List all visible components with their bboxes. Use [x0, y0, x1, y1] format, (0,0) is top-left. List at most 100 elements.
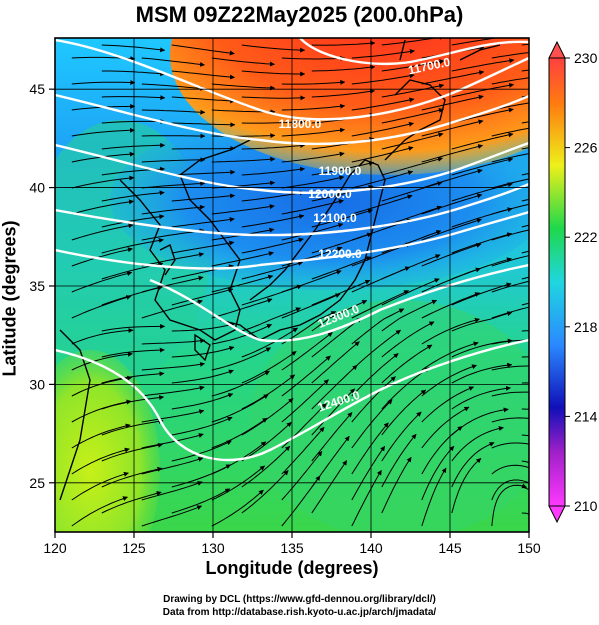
streamline: [351, 97, 415, 111]
streamline: [141, 157, 206, 163]
x-tick-label: 120: [43, 540, 67, 556]
streamline: [491, 153, 529, 163]
streamline: [491, 365, 529, 371]
streamline: [421, 467, 447, 527]
streamline: [101, 323, 166, 332]
contour-labels: 11700.011800.011900.012000.012100.012200…: [279, 55, 452, 415]
streamline: [241, 445, 291, 488]
streamline: [241, 237, 304, 254]
streamline: [171, 322, 235, 332]
streamline: [491, 229, 529, 241]
streamline: [71, 247, 133, 267]
streamline: [491, 479, 529, 501]
contour-line: [55, 93, 529, 146]
streamline: [491, 280, 529, 293]
streamline: [421, 144, 484, 163]
x-tick-label: 130: [201, 540, 225, 556]
streamline: [71, 447, 130, 475]
streamline: [101, 490, 162, 514]
streamline: [211, 83, 276, 91]
streamline: [241, 190, 305, 202]
colorbar-ticks: 230 226 222 218 214 210: [565, 50, 598, 514]
streamline: [311, 460, 348, 514]
colorbar: [548, 40, 566, 524]
y-axis: 25 30 35 40 45: [29, 81, 55, 491]
streamline: [101, 190, 165, 202]
streamline: [351, 121, 414, 137]
streamline: [211, 417, 268, 449]
streamline: [421, 94, 484, 111]
streamline: [311, 232, 373, 254]
streamline: [171, 369, 234, 384]
colorbar-tick-label: 214: [574, 408, 598, 424]
streamline: [171, 416, 233, 436]
streamline: [141, 252, 205, 267]
streamline: [171, 146, 236, 151]
streamline: [241, 470, 289, 514]
streamline: [421, 386, 475, 423]
y-tick-label: 25: [29, 475, 45, 491]
streamline: [491, 52, 529, 59]
streamline: [491, 417, 529, 423]
streamline: [71, 127, 135, 137]
streamline: [381, 433, 417, 488]
streamline: [141, 409, 205, 423]
streamline: [311, 208, 373, 228]
streamline: [421, 70, 485, 85]
streamline: [451, 82, 515, 98]
streamline: [241, 261, 304, 280]
streamline: [71, 471, 129, 501]
streamline: [71, 351, 133, 371]
streamline: [71, 175, 135, 189]
streamline: [211, 251, 274, 267]
streamline: [241, 374, 296, 410]
streamline: [171, 488, 231, 514]
streamline: [241, 166, 305, 176]
height-contours: [55, 38, 529, 462]
colorbar-tick-label: 218: [574, 319, 598, 335]
streamline: [171, 96, 236, 104]
streamline: [451, 426, 504, 462]
streamline: [241, 143, 306, 150]
streamline: [491, 255, 529, 267]
x-tick-label: 140: [359, 540, 383, 556]
streamline: [171, 70, 235, 80]
contour-label: 12000.0: [308, 187, 352, 201]
streamline: [71, 423, 131, 449]
streamlines: [71, 38, 529, 527]
streamline: [101, 347, 165, 358]
streamline: [141, 57, 205, 67]
map-title: MSM 09Z22May2025 (200.0hPa): [135, 2, 464, 27]
streamline: [311, 279, 371, 306]
streamline: [241, 95, 306, 101]
streamline: [211, 156, 276, 163]
streamline: [101, 142, 166, 150]
streamline: [421, 425, 463, 475]
streamline: [351, 445, 386, 501]
streamline: [311, 64, 376, 72]
streamline: [101, 285, 163, 306]
streamline: [491, 442, 529, 449]
streamline: [311, 388, 356, 436]
streamline: [211, 465, 265, 501]
streamline: [71, 80, 136, 85]
streamline: [211, 204, 275, 215]
streamline: [211, 57, 275, 67]
streamline: [351, 49, 415, 59]
streamline: [491, 102, 529, 111]
contour-label: 12200.0: [318, 247, 362, 261]
colorbar-tick-label: 210: [574, 498, 598, 514]
streamline: [141, 481, 203, 501]
streamline: [141, 204, 205, 215]
streamline: [211, 324, 272, 345]
streamline: [281, 426, 325, 475]
streamline: [351, 170, 414, 189]
contour-line: [55, 210, 529, 270]
streamline: [311, 256, 372, 280]
streamline: [171, 440, 232, 462]
x-axis: 120 125 130 135 140 145 150: [43, 532, 541, 556]
streamline: [451, 311, 513, 332]
contour-line: [55, 338, 529, 462]
streamline: [351, 290, 410, 319]
y-tick-label: 30: [29, 376, 45, 392]
